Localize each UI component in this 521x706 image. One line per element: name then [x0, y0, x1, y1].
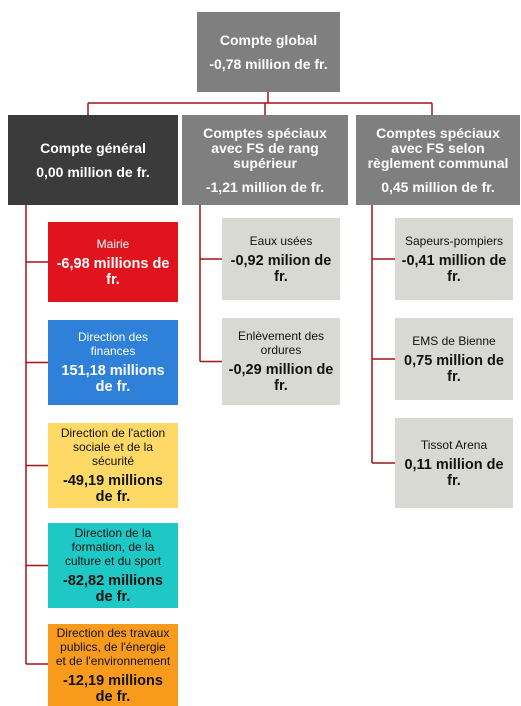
node-label: Sapeurs-pompiers: [404, 233, 504, 248]
node-label: Mairie: [96, 236, 130, 251]
node-box: Compte global -0,78 million de fr.: [197, 12, 340, 92]
node-value: 0,45 million de fr.: [381, 178, 495, 195]
node-label: Comptes spéciaux avec FS de rang supérie…: [203, 124, 327, 171]
node-value: -6,98 millions de fr.: [56, 255, 170, 288]
node-value: -49,19 millions de fr.: [63, 473, 163, 505]
node-value: -1,21 million de fr.: [205, 178, 325, 195]
node-label: Compte global: [219, 31, 318, 48]
node-value: 0,75 million de fr.: [404, 352, 504, 385]
node-box: Enlèvement des ordures -0,29 million de f…: [222, 318, 340, 405]
node-value: -0,78 million de fr.: [209, 55, 328, 72]
node-value: -12,19 millions de fr.: [63, 672, 163, 705]
node-box: Comptes spéciaux avec FS de rang supérie…: [182, 115, 348, 205]
node-box: Mairie -6,98 millions de fr.: [48, 222, 178, 302]
node-value: -0,29 million de fr.: [228, 362, 334, 394]
node-box: EMS de Bienne 0,75 million de fr.: [395, 318, 513, 400]
node-label: Comptes spéciaux avec FS selon règlement…: [367, 124, 509, 171]
node-value: -0,92 milion de fr.: [230, 252, 332, 285]
node-box: Direction de la formation, de la culture…: [48, 523, 178, 608]
node-label: Compte général: [40, 139, 146, 156]
node-box: Eaux usées -0,92 milion de fr.: [222, 218, 340, 300]
node-label: Eaux usées: [249, 233, 313, 248]
node-box: Direction des finances 151,18 millions de…: [48, 320, 178, 405]
node-box: Compte général 0,00 million de fr.: [8, 115, 178, 205]
node-label: Direction des travaux publics, de l'éner…: [55, 625, 171, 668]
node-value: 0,11 million de fr.: [404, 456, 504, 489]
node-value: 0,00 million de fr.: [36, 163, 150, 180]
node-label: Enlèvement des ordures: [237, 329, 325, 357]
node-box: Sapeurs-pompiers -0,41 million de fr.: [395, 218, 513, 300]
node-label: EMS de Bienne: [412, 333, 496, 348]
node-box: Direction des travaux publics, de l'éner…: [48, 624, 178, 706]
node-label: Direction de la formation, de la culture…: [64, 526, 162, 568]
node-label: Tissot Arena: [420, 437, 488, 452]
node-box: Comptes spéciaux avec FS selon règlement…: [356, 115, 520, 205]
node-value: 151,18 millions de fr.: [61, 363, 165, 395]
node-box: Direction de l'action sociale et de la s…: [48, 423, 178, 508]
node-value: -82,82 millions de fr.: [63, 573, 163, 605]
node-label: Direction des finances: [77, 330, 149, 358]
node-value: -0,41 million de fr.: [401, 252, 507, 285]
node-box: Tissot Arena 0,11 million de fr.: [395, 418, 513, 508]
node-label: Direction de l'action sociale et de la s…: [60, 426, 166, 468]
